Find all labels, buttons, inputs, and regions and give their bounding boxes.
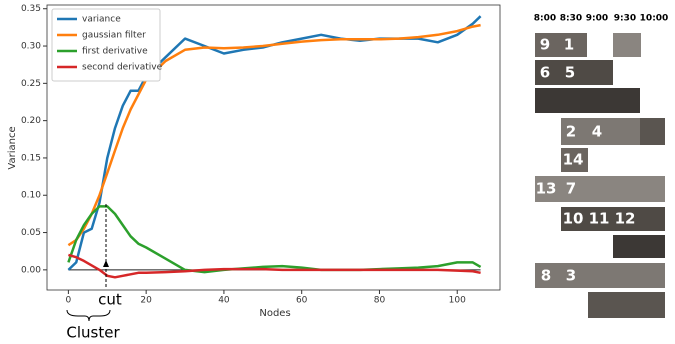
x-tick-label: 100 (449, 296, 466, 306)
photo-number: 3 (566, 267, 576, 285)
photo-number: 2 (566, 123, 576, 141)
series-line (67, 205, 482, 274)
x-tick-label: 20 (140, 296, 152, 306)
legend-label: variance (82, 15, 121, 25)
cluster-brace (66, 309, 111, 322)
y-tick-label: 0.00 (21, 265, 41, 275)
photo-number: 11 (589, 210, 610, 228)
y-tick-label: 0.05 (21, 228, 41, 238)
photo-number: 6 (540, 64, 550, 82)
y-tick-label: 0.30 (21, 42, 41, 52)
x-tick-label: 40 (218, 296, 230, 306)
legend-box (51, 8, 161, 82)
series-line (68, 253, 481, 279)
cut-annotation: cut (98, 291, 122, 309)
photo (640, 118, 665, 145)
photo (613, 33, 641, 57)
photo-number: 9 (540, 36, 550, 54)
legend-label: first derivative (82, 47, 148, 57)
y-tick-label: 0.35 (21, 4, 41, 14)
x-tick-label: 0 (66, 296, 72, 306)
time-label: 10:00 (640, 14, 669, 24)
photo (535, 60, 613, 85)
photo (535, 88, 640, 113)
photo (535, 176, 665, 202)
photo-number: 8 (541, 267, 551, 285)
photo (561, 148, 588, 172)
y-axis-label: Variance (7, 126, 18, 169)
time-label: 9:30 (614, 14, 636, 24)
time-label: 8:30 (560, 14, 582, 24)
series-line (67, 23, 481, 247)
photo-number: 5 (565, 64, 575, 82)
photo (561, 118, 640, 145)
x-axis-label: Nodes (259, 308, 290, 319)
photo (535, 33, 587, 57)
legend-label: second derivative (82, 63, 163, 73)
photo (588, 292, 665, 318)
time-label: 9:00 (586, 14, 608, 24)
photo (613, 235, 665, 258)
photo-number: 7 (566, 180, 576, 198)
y-tick-label: 0.10 (21, 191, 41, 201)
photo-number: 12 (615, 210, 636, 228)
photo-number: 13 (536, 180, 557, 198)
plot-frame (46, 4, 501, 291)
x-tick-label: 80 (374, 296, 386, 306)
photo (561, 207, 665, 231)
legend-label: gaussian filter (82, 31, 146, 41)
photo-number: 14 (563, 151, 584, 169)
y-tick-label: 0.15 (21, 153, 41, 163)
photo-number: 10 (563, 210, 584, 228)
x-tick-label: 60 (296, 296, 308, 306)
photo-number: 4 (592, 123, 602, 141)
cluster-annotation: Cluster (66, 324, 120, 342)
cut-arrow-head (103, 260, 109, 267)
time-label: 8:00 (534, 14, 556, 24)
y-tick-label: 0.25 (21, 79, 41, 89)
y-tick-label: 0.20 (21, 116, 41, 126)
photo (535, 263, 665, 288)
photo-number: 1 (564, 36, 574, 54)
